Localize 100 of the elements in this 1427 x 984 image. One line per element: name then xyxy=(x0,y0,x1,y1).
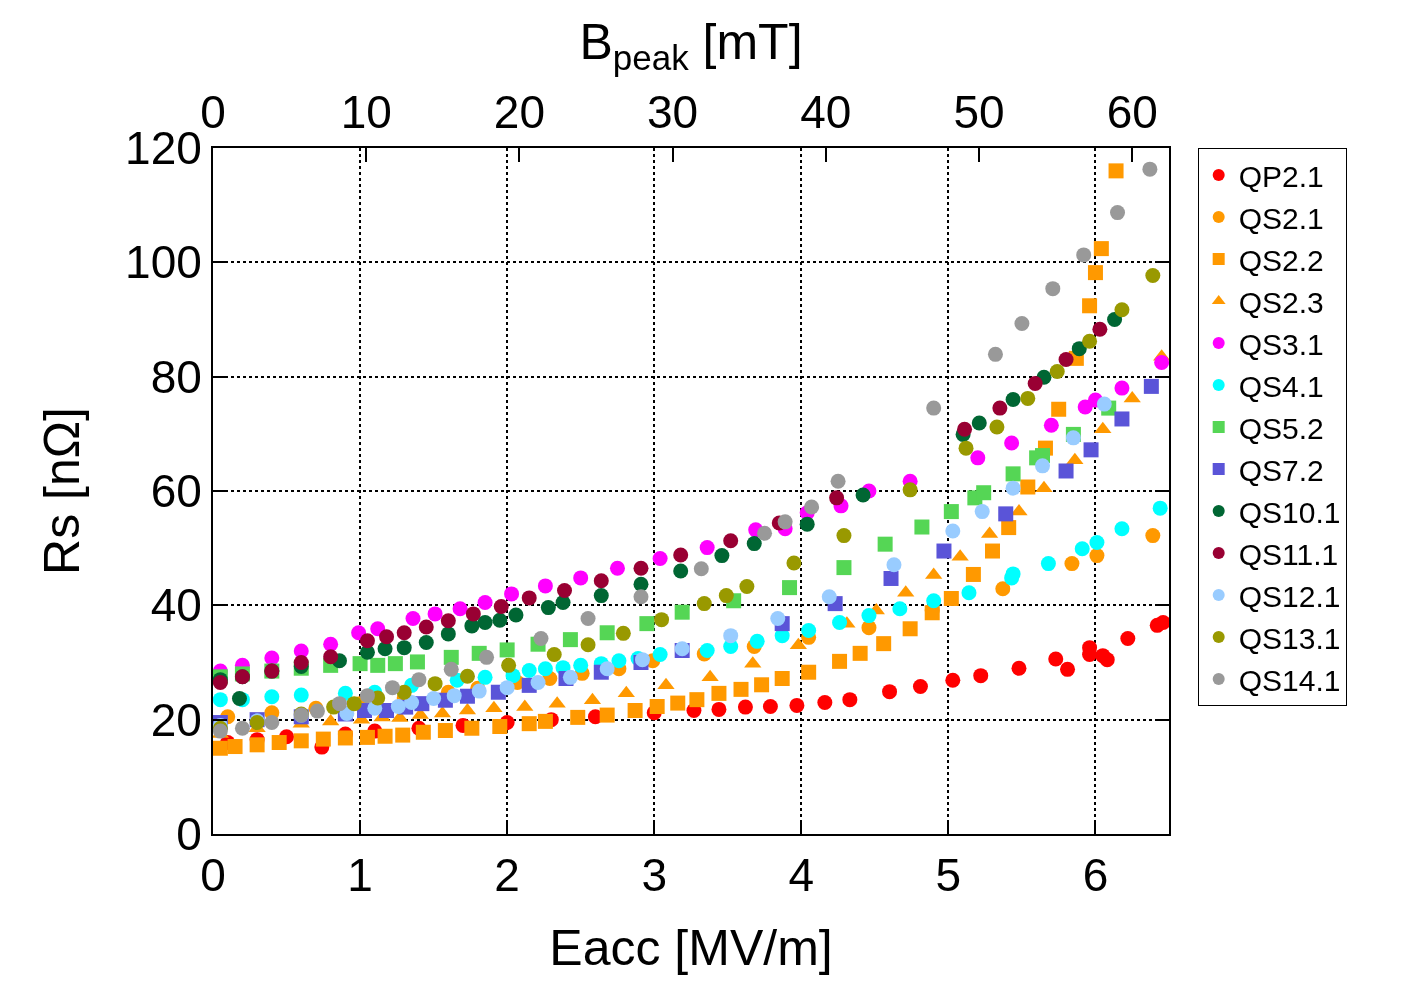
point xyxy=(562,632,578,648)
point xyxy=(945,523,961,539)
point xyxy=(377,728,393,744)
point xyxy=(754,677,770,693)
point xyxy=(1020,390,1036,406)
point xyxy=(418,634,434,650)
point xyxy=(427,676,443,692)
point xyxy=(1001,520,1017,536)
point xyxy=(1005,392,1021,408)
point xyxy=(396,640,412,656)
point xyxy=(440,613,456,629)
point xyxy=(1060,661,1076,677)
point xyxy=(234,720,250,736)
x2-tick-label: 20 xyxy=(493,85,545,138)
legend-label: QS13.1 xyxy=(1238,621,1341,655)
point xyxy=(599,625,615,641)
point xyxy=(718,588,734,604)
point xyxy=(943,504,959,520)
point xyxy=(733,681,749,697)
point xyxy=(976,485,992,501)
point xyxy=(926,400,942,416)
point xyxy=(945,672,961,688)
point xyxy=(902,621,918,637)
point xyxy=(1152,500,1168,516)
point xyxy=(799,516,815,532)
point xyxy=(699,643,715,658)
point xyxy=(739,578,755,594)
point xyxy=(723,628,739,644)
point xyxy=(974,504,990,520)
point xyxy=(1004,435,1020,451)
point xyxy=(1155,614,1171,630)
point xyxy=(961,585,977,601)
point xyxy=(861,608,877,624)
point xyxy=(723,533,739,549)
point xyxy=(1154,354,1170,370)
point xyxy=(1058,463,1074,479)
point xyxy=(1058,352,1074,368)
point xyxy=(611,653,627,669)
point xyxy=(1082,333,1098,349)
point xyxy=(1089,548,1105,564)
point xyxy=(443,661,459,677)
point xyxy=(973,668,989,684)
legend-label: QS5.2 xyxy=(1238,411,1324,445)
y-axis-title: Rs [nΩ] xyxy=(33,407,90,575)
point xyxy=(832,614,848,630)
legend-label: QS2.3 xyxy=(1238,285,1324,319)
point xyxy=(379,629,395,645)
point xyxy=(465,606,481,622)
point xyxy=(359,688,375,704)
point xyxy=(537,713,553,729)
point xyxy=(737,699,753,715)
point xyxy=(427,606,443,622)
point xyxy=(995,581,1011,597)
point xyxy=(782,580,798,596)
point xyxy=(852,645,868,661)
x-tick-label: 3 xyxy=(641,849,668,902)
point xyxy=(882,684,898,700)
point xyxy=(762,699,778,715)
point xyxy=(670,695,686,711)
legend-label: QS2.2 xyxy=(1238,243,1324,277)
y-tick-label: 40 xyxy=(150,579,202,632)
point xyxy=(789,697,805,713)
point xyxy=(493,598,509,614)
x2-tick-label: 50 xyxy=(953,85,1005,138)
point xyxy=(1071,341,1087,357)
point xyxy=(1005,466,1021,482)
point xyxy=(384,680,400,696)
point xyxy=(714,548,730,564)
point xyxy=(987,346,1003,362)
point xyxy=(926,593,942,609)
point xyxy=(1143,378,1159,394)
point xyxy=(654,612,670,628)
point xyxy=(264,715,280,731)
point xyxy=(1076,247,1092,263)
point xyxy=(804,499,820,515)
point xyxy=(390,699,406,715)
point xyxy=(440,626,456,642)
point xyxy=(562,669,578,685)
point xyxy=(359,729,375,745)
legend-label: QS4.1 xyxy=(1238,369,1324,403)
point xyxy=(395,727,411,743)
point xyxy=(971,415,987,431)
point xyxy=(212,692,228,708)
point xyxy=(696,596,712,612)
point xyxy=(633,589,649,605)
point xyxy=(293,687,309,703)
point xyxy=(1045,281,1061,297)
point xyxy=(936,543,952,559)
point xyxy=(396,684,412,700)
point xyxy=(479,649,495,665)
point xyxy=(1110,205,1126,221)
point xyxy=(1145,528,1161,544)
point xyxy=(657,677,675,690)
point xyxy=(1065,430,1081,446)
point xyxy=(836,560,852,576)
point xyxy=(876,636,892,652)
point xyxy=(892,601,908,617)
point xyxy=(1099,652,1115,668)
point xyxy=(627,703,643,719)
point xyxy=(1094,421,1112,434)
